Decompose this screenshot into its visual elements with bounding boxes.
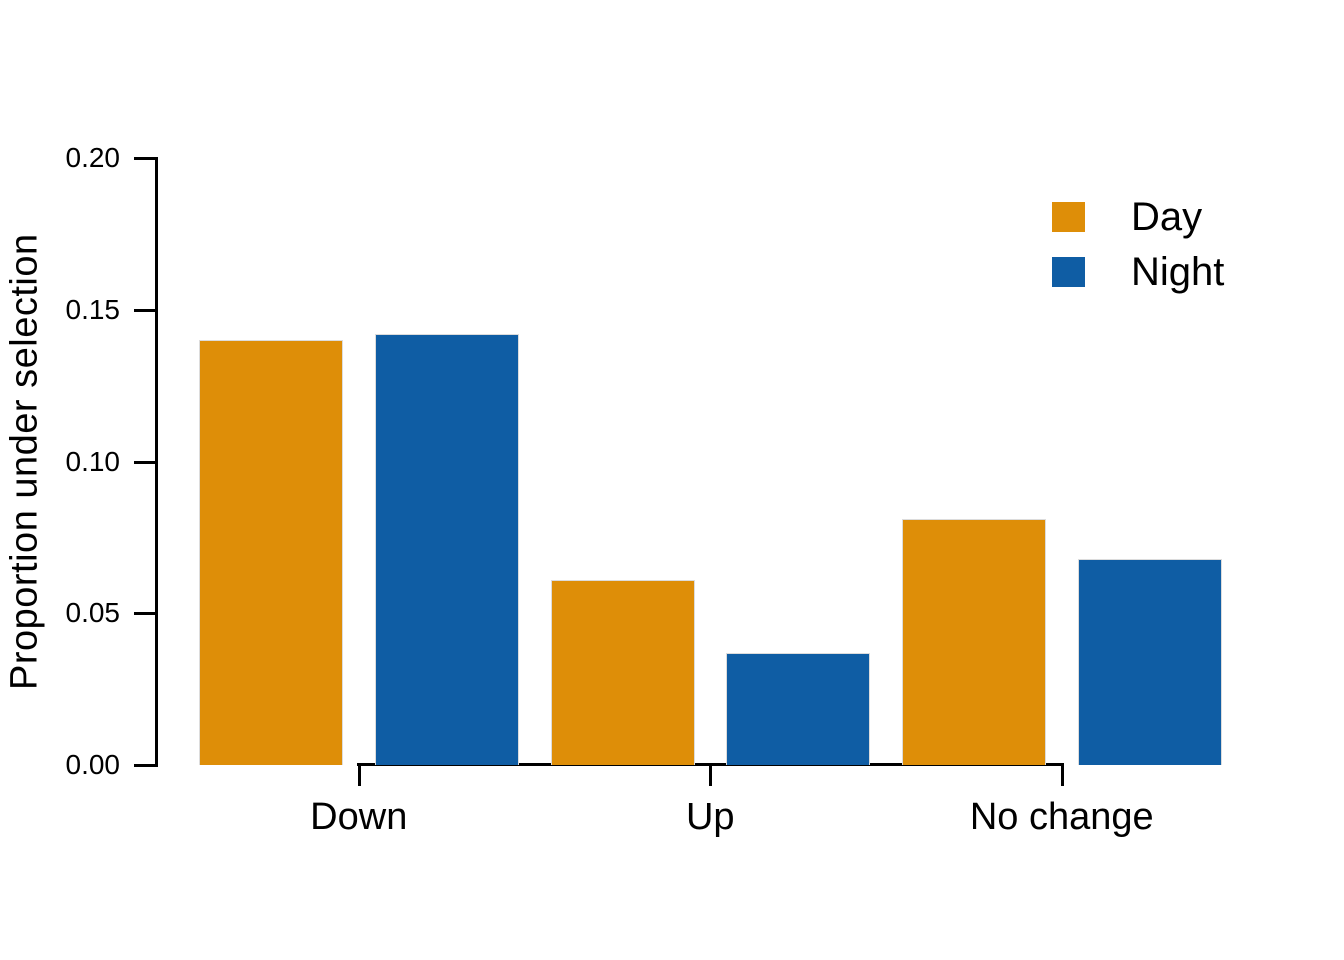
y-tick-label: 0.15: [65, 293, 121, 325]
y-tick-label: 0.00: [65, 749, 121, 780]
bar-day-up: [550, 580, 695, 765]
legend: Day Night: [1052, 197, 1224, 292]
x-tick-mark: [357, 763, 361, 786]
y-tick-label: 0.20: [65, 142, 121, 173]
legend-swatch-day: [1052, 202, 1085, 232]
legend-label-night: Night: [1131, 250, 1225, 294]
x-tick-mark: [1060, 763, 1064, 786]
bar-night-no-change: [1077, 559, 1222, 765]
y-tick-mark: [134, 460, 156, 464]
y-tick-mark: [134, 157, 156, 160]
legend-entry-night: Night: [1052, 252, 1224, 292]
x-category-label-up: Up: [685, 796, 735, 838]
bar-day-down: [199, 340, 343, 765]
legend-label-day: Day: [1131, 195, 1203, 239]
y-tick-mark: [134, 308, 156, 312]
legend-entry-day: Day: [1052, 197, 1224, 237]
x-category-label-no-change: No change: [969, 796, 1154, 838]
y-tick-mark: [134, 612, 156, 616]
legend-swatch-night: [1052, 257, 1085, 287]
y-tick-mark: [134, 764, 156, 767]
y-tick-label: 0.05: [65, 597, 121, 629]
x-tick-mark: [709, 763, 713, 786]
y-tick-label: 0.10: [65, 445, 121, 477]
x-category-label-down: Down: [310, 796, 408, 838]
bar-day-no-change: [902, 519, 1046, 765]
bar-night-up: [726, 653, 870, 765]
y-axis-line: [155, 157, 158, 767]
bar-night-down: [374, 334, 519, 765]
